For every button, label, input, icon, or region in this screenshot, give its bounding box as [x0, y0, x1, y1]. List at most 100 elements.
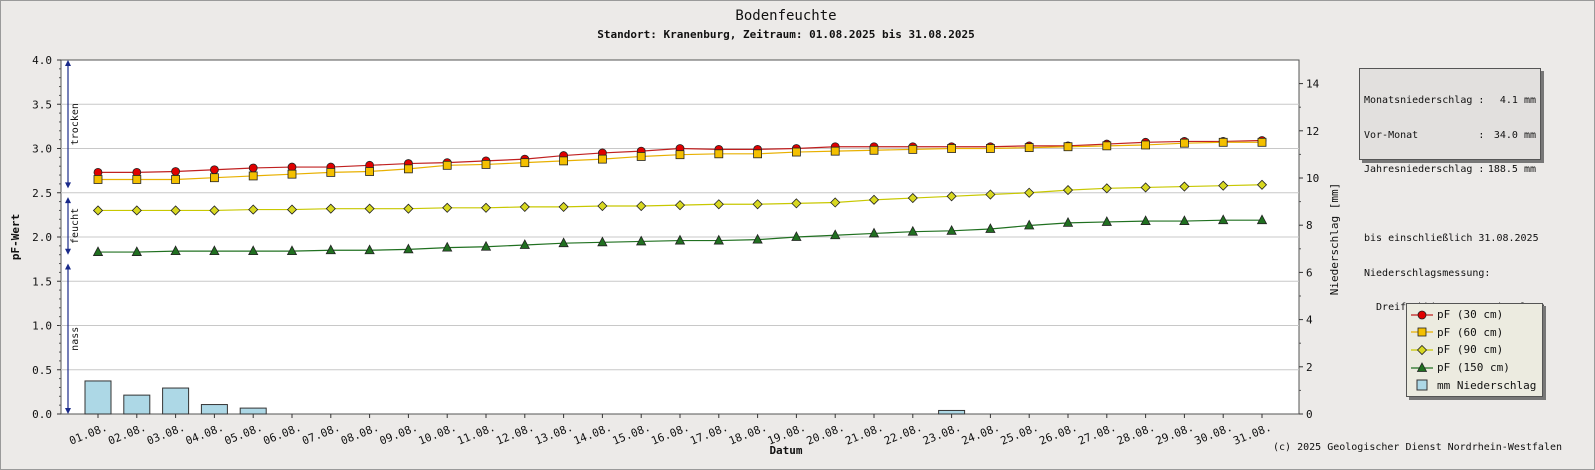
- y2-tick-label: 2: [1306, 361, 1313, 374]
- y2-axis-label: Niederschlag [mm]: [1328, 183, 1341, 296]
- data-point: [480, 202, 492, 213]
- legend-item: pF (60 cm): [1411, 324, 1538, 342]
- x-tick-label: 07.08.: [300, 421, 342, 448]
- x-tick-label: 22.08.: [882, 421, 924, 448]
- zone-arrow-head: [65, 197, 71, 204]
- data-point: [325, 244, 336, 255]
- x-tick-label: 04.08.: [184, 421, 226, 448]
- legend-item: pF (30 cm): [1411, 306, 1538, 324]
- legend-swatch: [1411, 344, 1433, 356]
- data-point: [92, 205, 104, 216]
- y2-tick-label: 8: [1306, 219, 1313, 232]
- y-tick-label: 2.0: [32, 231, 52, 244]
- data-point: [636, 200, 647, 212]
- data-point: [830, 229, 841, 240]
- data-point: [1101, 183, 1112, 194]
- data-point: [248, 245, 259, 256]
- data-point: [1101, 216, 1112, 226]
- data-point: [325, 203, 336, 214]
- data-point: [985, 223, 996, 233]
- data-point: [791, 198, 802, 209]
- x-tick-label: 10.08.: [417, 421, 459, 448]
- data-point: [519, 239, 530, 249]
- precipitation-bar: [84, 380, 112, 415]
- data-point: [674, 234, 686, 245]
- x-tick-label: 20.08.: [805, 421, 847, 448]
- legend-label: pF (60 cm): [1437, 325, 1504, 339]
- legend-label: pF (30 cm): [1437, 308, 1504, 322]
- data-point: [947, 144, 956, 153]
- data-point: [1180, 138, 1189, 148]
- legend-swatch: [1411, 361, 1433, 372]
- data-point: [209, 245, 220, 256]
- copyright-text: (c) 2025 Geologischer Dienst Nordrhein-W…: [1273, 442, 1562, 453]
- data-point: [403, 164, 413, 174]
- zone-arrow-head: [65, 60, 71, 66]
- zone-label: trocken: [70, 103, 81, 145]
- data-point: [170, 205, 181, 216]
- x-tick-label: 25.08.: [999, 421, 1041, 448]
- data-point: [1062, 216, 1074, 227]
- zone-arrow-head: [65, 248, 71, 255]
- data-point: [1256, 179, 1268, 190]
- data-point: [908, 144, 918, 154]
- data-point: [403, 243, 414, 254]
- data-point: [171, 175, 181, 184]
- legend-item: pF (90 cm): [1411, 341, 1538, 359]
- x-tick-label: 08.08.: [339, 421, 381, 448]
- legend-swatch-bar: [1416, 379, 1428, 391]
- data-point: [752, 199, 763, 210]
- data-point: [132, 175, 142, 184]
- data-point: [868, 194, 880, 205]
- x-tick-label: 05.08.: [223, 421, 265, 448]
- data-point: [1062, 185, 1074, 196]
- data-point: [713, 199, 724, 210]
- data-point: [248, 171, 258, 181]
- x-tick-label: 14.08.: [572, 421, 614, 448]
- x-tick-label: 13.08.: [533, 421, 575, 448]
- y2-tick-label: 0: [1306, 408, 1313, 421]
- data-point: [791, 231, 802, 241]
- data-point: [713, 234, 724, 245]
- data-point: [520, 158, 530, 168]
- data-point: [558, 237, 569, 248]
- x-tick-label: 23.08.: [921, 421, 963, 448]
- data-point: [1102, 141, 1112, 151]
- data-point: [442, 241, 453, 252]
- data-point: [286, 204, 298, 215]
- data-point: [752, 233, 763, 244]
- legend-swatch: [1411, 310, 1433, 320]
- precipitation-bar: [938, 409, 966, 415]
- legend-label: mm Niederschlag: [1437, 378, 1537, 392]
- data-point: [481, 160, 491, 169]
- data-point: [519, 201, 530, 212]
- precipitation-bar: [123, 394, 151, 415]
- data-point: [597, 200, 608, 212]
- data-point: [830, 197, 841, 208]
- x-tick-label: 01.08.: [67, 421, 109, 448]
- zone-indicator: trocken feucht nass: [65, 60, 81, 414]
- data-point: [1416, 344, 1428, 356]
- data-point: [636, 152, 646, 161]
- data-point: [1218, 180, 1229, 191]
- data-point: [131, 246, 142, 256]
- data-point: [93, 175, 103, 184]
- x-tick-label: 29.08.: [1154, 421, 1196, 448]
- data-point: [946, 224, 957, 235]
- info-text: Niederschlagsmessung:: [1364, 267, 1491, 279]
- x-tick-label: 16.08.: [649, 421, 691, 448]
- legend-swatch: [1416, 379, 1428, 391]
- x-tick-label: 09.08.: [378, 421, 420, 448]
- zone-arrow-head: [65, 408, 71, 414]
- data-point: [946, 191, 957, 202]
- data-point: [131, 205, 142, 216]
- data-point: [597, 236, 608, 247]
- data-point: [209, 165, 219, 175]
- precipitation-bar: [200, 404, 228, 415]
- legend-label: pF (90 cm): [1437, 343, 1504, 357]
- data-point: [558, 201, 569, 212]
- data-point: [248, 204, 259, 215]
- x-tick-label: 30.08.: [1193, 421, 1235, 448]
